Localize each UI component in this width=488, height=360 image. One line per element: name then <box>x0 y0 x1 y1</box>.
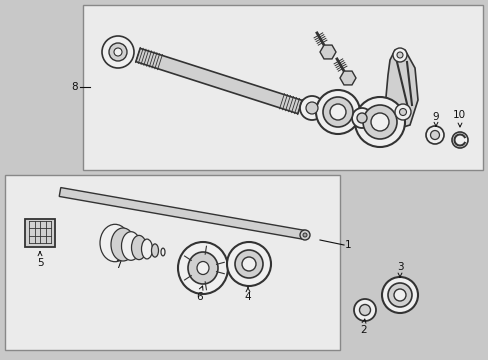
Ellipse shape <box>187 252 218 284</box>
Circle shape <box>425 126 443 144</box>
Circle shape <box>315 90 359 134</box>
Text: 6: 6 <box>196 292 203 302</box>
Text: 8: 8 <box>71 82 78 92</box>
Circle shape <box>109 43 127 61</box>
Circle shape <box>305 102 317 114</box>
Text: 3: 3 <box>396 262 403 272</box>
Circle shape <box>351 108 371 128</box>
FancyBboxPatch shape <box>25 219 55 247</box>
Circle shape <box>299 96 324 120</box>
Ellipse shape <box>161 248 164 256</box>
Circle shape <box>387 283 411 307</box>
Circle shape <box>429 130 439 139</box>
Text: 10: 10 <box>451 110 465 120</box>
Ellipse shape <box>121 232 140 260</box>
Text: 1: 1 <box>345 240 351 250</box>
Circle shape <box>392 48 406 62</box>
Circle shape <box>381 277 417 313</box>
Text: 5: 5 <box>37 258 43 268</box>
Circle shape <box>396 52 402 58</box>
Circle shape <box>356 113 366 123</box>
FancyBboxPatch shape <box>5 175 339 350</box>
Circle shape <box>362 105 396 139</box>
Circle shape <box>354 97 404 147</box>
Ellipse shape <box>131 235 146 260</box>
Circle shape <box>303 233 306 237</box>
Ellipse shape <box>111 228 135 261</box>
Circle shape <box>235 250 263 278</box>
Circle shape <box>370 113 388 131</box>
Text: 2: 2 <box>360 325 366 335</box>
Circle shape <box>399 108 406 116</box>
Circle shape <box>242 257 256 271</box>
Polygon shape <box>59 188 305 239</box>
Circle shape <box>299 230 309 240</box>
Circle shape <box>226 242 270 286</box>
Text: 4: 4 <box>244 292 251 302</box>
Circle shape <box>329 104 346 120</box>
Circle shape <box>393 289 405 301</box>
Ellipse shape <box>151 244 158 257</box>
Circle shape <box>114 48 122 56</box>
Text: 9: 9 <box>432 112 438 122</box>
Ellipse shape <box>141 239 152 259</box>
Circle shape <box>451 132 467 148</box>
Circle shape <box>394 104 410 120</box>
Circle shape <box>359 305 370 315</box>
Polygon shape <box>384 50 417 128</box>
Circle shape <box>353 299 375 321</box>
Circle shape <box>102 36 134 68</box>
Ellipse shape <box>178 242 227 294</box>
Ellipse shape <box>100 224 130 262</box>
FancyBboxPatch shape <box>83 5 482 170</box>
Circle shape <box>323 97 352 127</box>
Polygon shape <box>136 48 302 114</box>
Text: 7: 7 <box>115 260 121 270</box>
Ellipse shape <box>197 261 208 274</box>
